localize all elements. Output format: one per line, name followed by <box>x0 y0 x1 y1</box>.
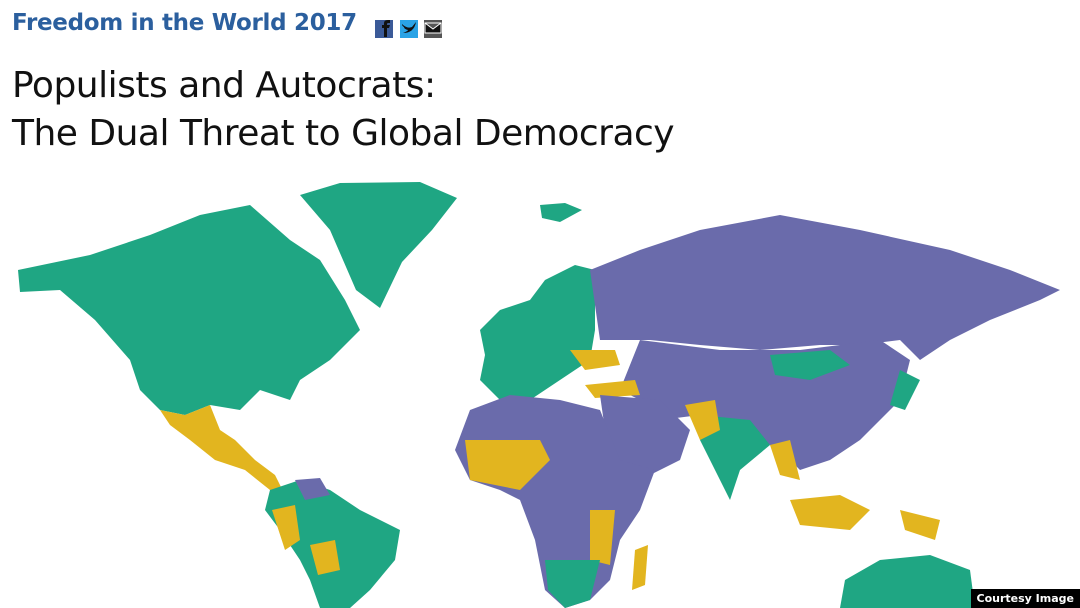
image-credit: Courtesy Image <box>970 589 1080 608</box>
site-title: Freedom in the World 2017 <box>12 10 357 36</box>
headline: Populists and Autocrats: The Dual Threat… <box>12 62 675 158</box>
headline-line: Populists and Autocrats: <box>12 65 436 106</box>
share-icons[interactable] <box>375 20 442 38</box>
countries <box>18 182 1060 608</box>
headline-line: The Dual Threat to Global Democracy <box>12 113 675 154</box>
